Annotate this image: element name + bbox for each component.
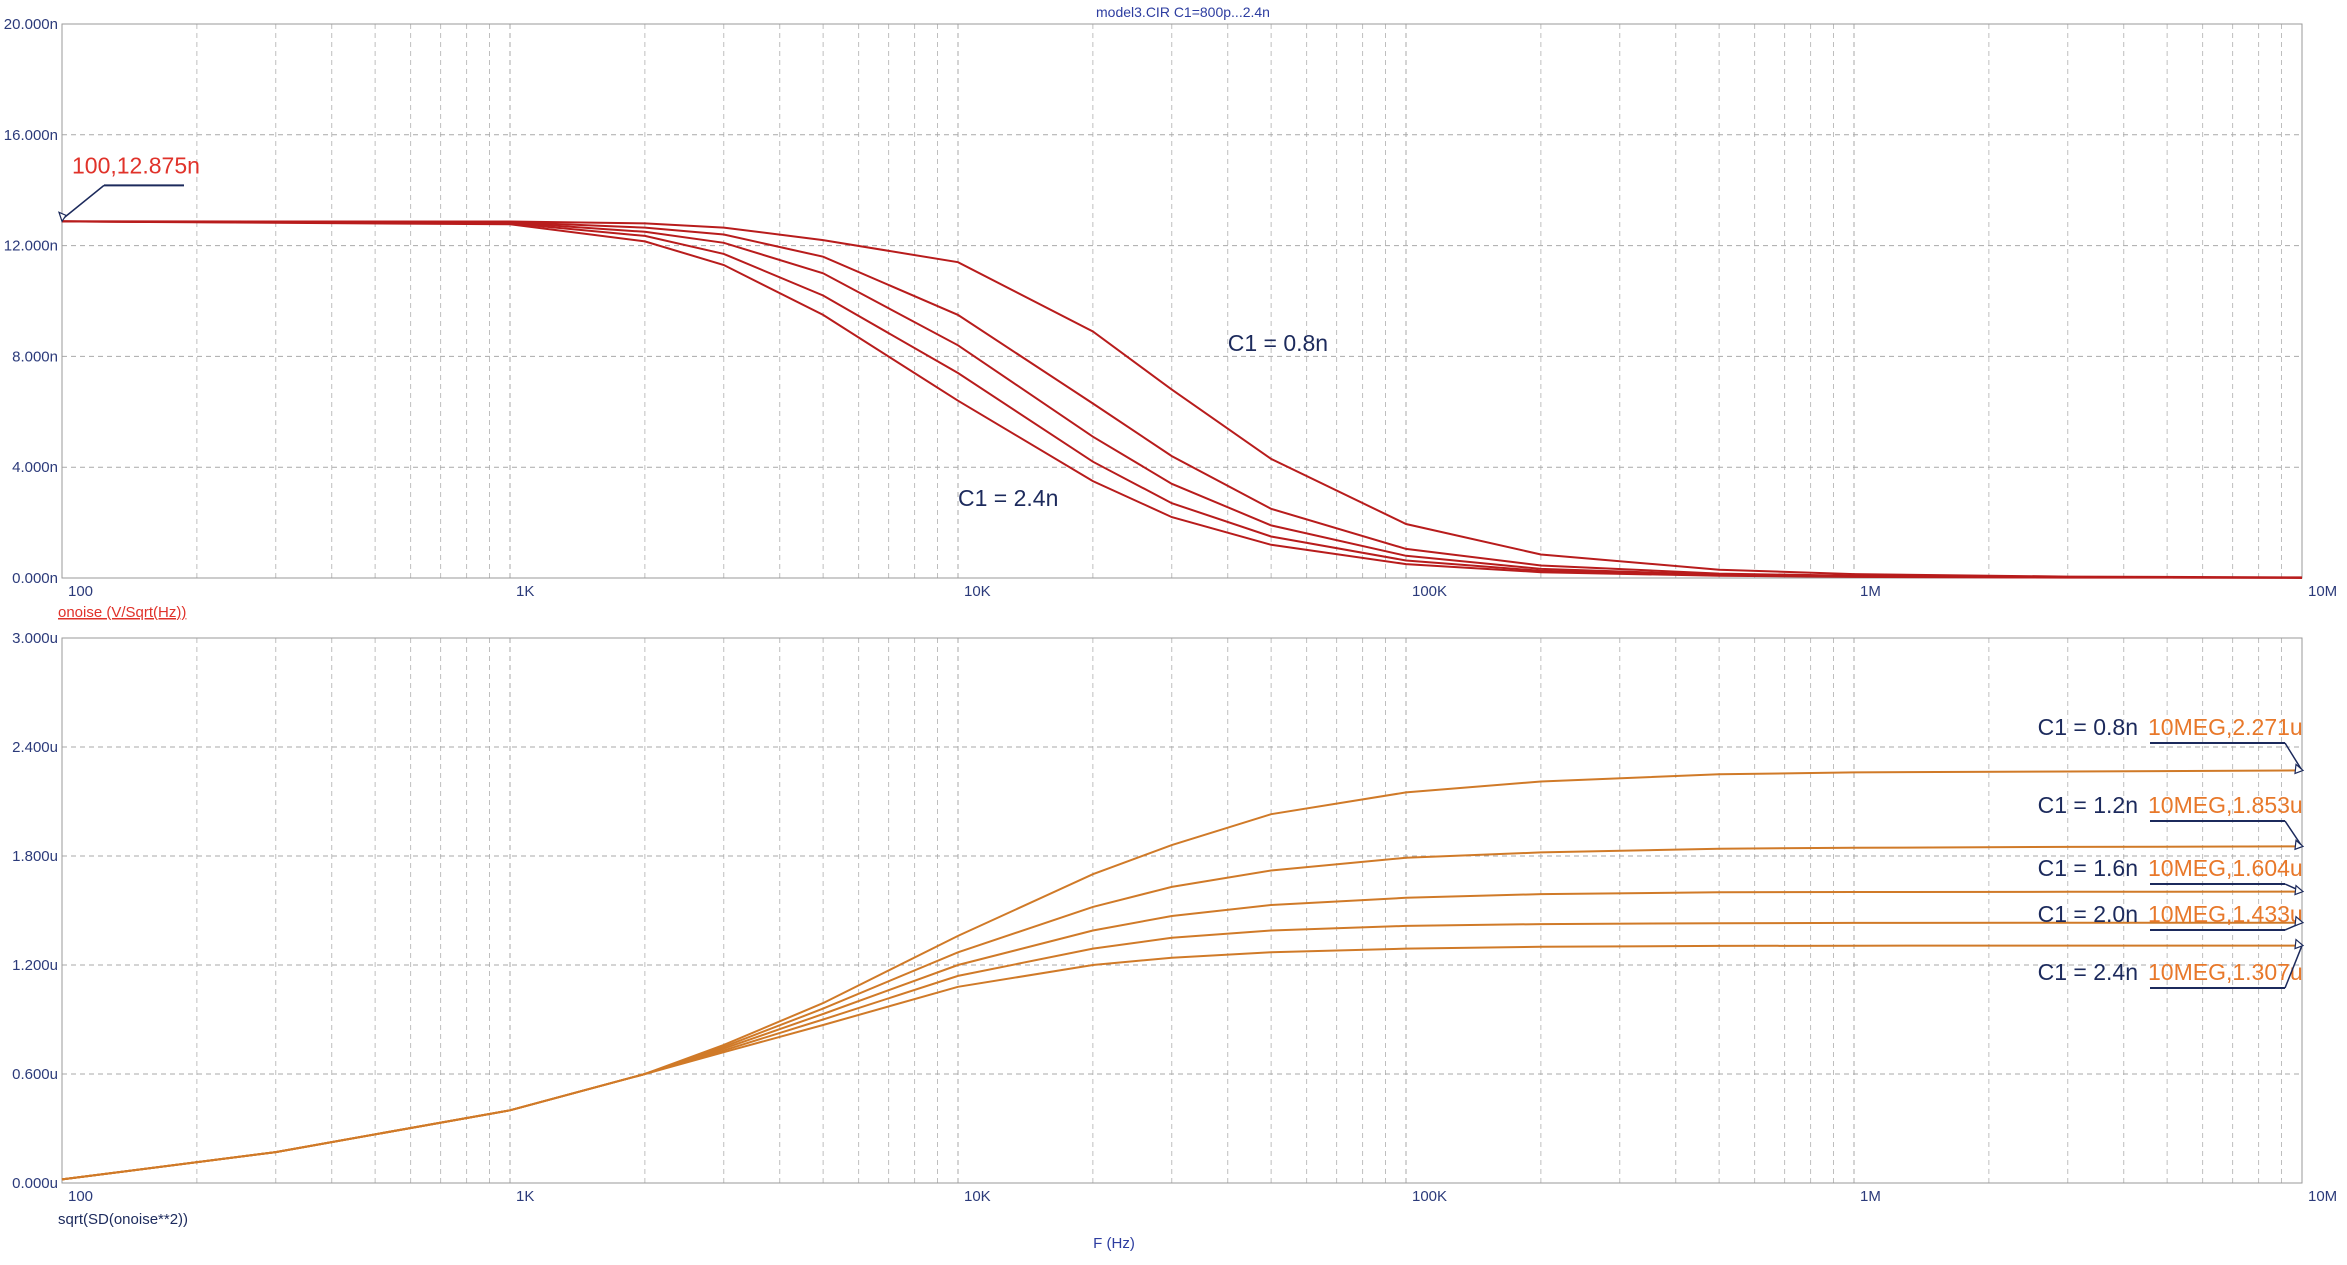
bottom-grid: [61, 637, 2303, 1184]
trace-label: sqrt(SD(onoise**2)): [58, 1211, 188, 1228]
value-leader: [2284, 945, 2303, 989]
bottom-series-group: [61, 769, 2303, 1181]
curve-annotation: C1 = 0.8n: [1228, 330, 1328, 356]
series-name-label: C1 = 0.8n: [2038, 714, 2138, 740]
y-tick-label: 20.000n: [4, 16, 58, 33]
x-tick-label: 10M: [2308, 1188, 2337, 1205]
value-leader: [2284, 820, 2303, 847]
x-tick-label: 100: [68, 583, 93, 600]
y-tick-label: 1.200u: [12, 957, 58, 974]
x-tick-label: 10K: [964, 583, 991, 600]
curve-annotation: C1 = 2.4n: [958, 485, 1058, 511]
x-tick-label: 10K: [964, 1188, 991, 1205]
x-tick-label: 1K: [516, 1188, 534, 1205]
y-tick-label: 2.400u: [12, 739, 58, 756]
series-line: [61, 220, 2303, 579]
series-value-label: 10MEG,1.604u: [2148, 855, 2303, 881]
value-arrow: [2294, 915, 2305, 927]
plot-frame: [61, 23, 2303, 579]
value-arrow: [2294, 839, 2305, 851]
x-tick-label: 1K: [516, 583, 534, 600]
noise-density-plot: 100 1K 10K 100K 1M 10M 0.000n 4.000n 8.000n 12.00…: [4, 16, 2337, 621]
bottom-ticks: 100 1K 10K 100K 1M 10M 0.000u 0.600u 1.200u 1.800…: [12, 630, 2337, 1228]
x-tick-label: 1M: [1860, 583, 1881, 600]
value-leader: [2284, 742, 2303, 771]
series-line: [61, 944, 2302, 1181]
marker-leader: [61, 184, 105, 220]
x-tick-label: 100K: [1412, 1188, 1447, 1205]
value-arrow: [2294, 938, 2305, 950]
y-tick-label: 1.800u: [12, 848, 58, 865]
x-tick-label: 100K: [1412, 583, 1447, 600]
value-arrow: [2294, 763, 2305, 775]
y-tick-label: 0.600u: [12, 1066, 58, 1083]
y-tick-label: 12.000n: [4, 238, 58, 255]
y-tick-label: 4.000n: [12, 459, 58, 476]
y-tick-label: 16.000n: [4, 127, 58, 144]
series-name-label: C1 = 2.0n: [2038, 901, 2138, 927]
top-series-group: [61, 220, 2303, 579]
chart-title: model3.CIR C1=800p...2.4n: [1096, 4, 1270, 20]
x-tick-label: 100: [68, 1188, 93, 1205]
series-value-label: 10MEG,1.307u: [2148, 959, 2303, 985]
x-tick-label: 1M: [1860, 1188, 1881, 1205]
marker-label: 100,12.875n: [72, 152, 200, 178]
marker-arrow: [58, 211, 67, 223]
value-arrow: [2294, 884, 2305, 896]
series-line: [61, 220, 2303, 579]
bottom-annotations: C1 = 0.8n 10MEG,2.271u C1 = 1.2n 10MEG,1.85…: [2038, 714, 2305, 989]
series-value-label: 10MEG,2.271u: [2148, 714, 2303, 740]
top-ticks: 100 1K 10K 100K 1M 10M 0.000n 4.000n 8.000n 12.00…: [4, 16, 2337, 621]
series-value-label: 10MEG,1.853u: [2148, 792, 2303, 818]
x-axis-label: F (Hz): [1093, 1235, 1135, 1252]
plot-frame: [61, 637, 2303, 1184]
series-name-label: C1 = 1.6n: [2038, 855, 2138, 881]
series-value-label: 10MEG,1.433u: [2148, 901, 2303, 927]
y-tick-label: 0.000u: [12, 1175, 58, 1192]
y-tick-label: 3.000u: [12, 630, 58, 647]
y-tick-label: 0.000n: [12, 570, 58, 587]
x-tick-label: 10M: [2308, 583, 2337, 600]
series-name-label: C1 = 1.2n: [2038, 792, 2138, 818]
trace-label: onoise (V/Sqrt(Hz)): [58, 604, 186, 621]
series-name-label: C1 = 2.4n: [2038, 959, 2138, 985]
integrated-noise-plot: 100 1K 10K 100K 1M 10M 0.000u 0.600u 1.200u 1.800…: [12, 630, 2337, 1228]
y-tick-label: 8.000n: [12, 348, 58, 365]
top-annotations: C1 = 0.8n C1 = 2.4n 100,12.875n: [58, 152, 1328, 511]
